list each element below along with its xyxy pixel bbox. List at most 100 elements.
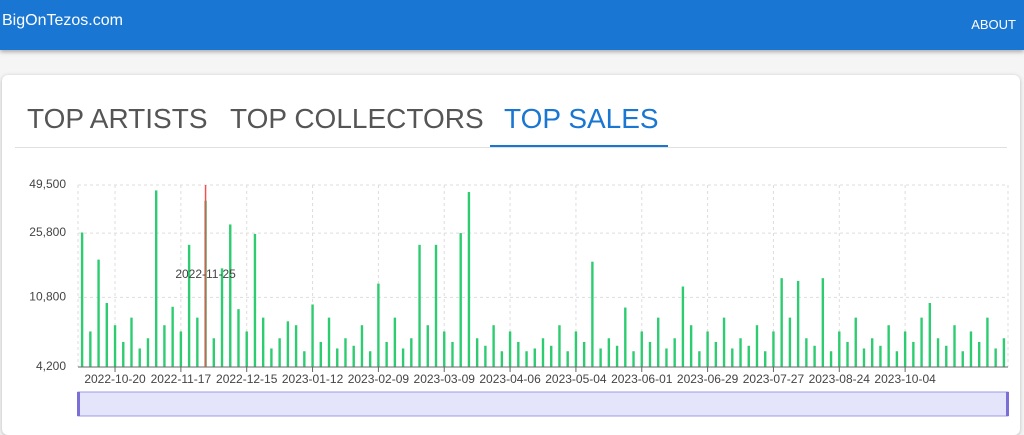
bar <box>764 351 767 367</box>
bar <box>294 325 298 367</box>
x-tick-label: 2022-12-15 <box>216 372 278 386</box>
bar <box>418 244 421 367</box>
bar <box>689 325 693 367</box>
bar <box>969 331 973 367</box>
navigator-handle[interactable] <box>1006 392 1009 416</box>
bar <box>846 341 849 367</box>
x-tick-label: 2023-01-12 <box>282 372 344 386</box>
bar <box>599 348 602 367</box>
bar <box>500 351 504 367</box>
bar <box>1002 338 1006 367</box>
bar <box>648 341 652 367</box>
x-tick-label: 2023-08-24 <box>809 372 871 386</box>
bar <box>665 348 668 367</box>
crosshair-label: 2022-11-25 <box>175 267 236 281</box>
bar <box>624 307 627 367</box>
bar <box>426 325 429 367</box>
bar <box>788 317 792 367</box>
bar <box>566 351 569 367</box>
bar <box>220 268 224 367</box>
x-tick-label: 2023-05-04 <box>545 372 607 386</box>
bar <box>854 317 857 367</box>
bar <box>508 331 512 367</box>
bar <box>829 351 833 367</box>
bar <box>574 331 578 367</box>
x-tick-label: 2023-10-04 <box>874 372 936 386</box>
bar <box>903 331 907 367</box>
about-link[interactable]: ABOUT <box>971 17 1016 32</box>
bar <box>772 331 775 367</box>
bar <box>154 190 158 367</box>
bar <box>821 278 825 367</box>
bar <box>451 341 454 367</box>
bar <box>591 261 594 367</box>
bar <box>122 341 125 367</box>
bar <box>278 338 281 367</box>
bar <box>163 325 166 367</box>
bar <box>393 317 397 367</box>
bar <box>229 224 232 367</box>
bar <box>887 325 890 367</box>
bar <box>657 317 660 367</box>
bar <box>385 341 388 367</box>
bar <box>434 244 438 367</box>
tab[interactable]: TOP ARTISTS <box>27 103 208 134</box>
bar <box>459 233 462 367</box>
bar <box>327 317 331 367</box>
bar <box>994 348 997 367</box>
bar <box>936 338 940 367</box>
divider <box>15 147 1007 148</box>
bar <box>261 317 265 367</box>
x-tick-label: 2023-04-06 <box>479 372 541 386</box>
bar <box>928 302 932 367</box>
bar <box>492 325 495 367</box>
bar <box>196 317 199 367</box>
bar <box>253 233 257 367</box>
bar <box>796 280 800 367</box>
bar <box>706 331 709 367</box>
bar <box>541 338 545 367</box>
bar <box>484 345 487 367</box>
navigator[interactable] <box>77 391 1009 417</box>
bar <box>303 351 306 367</box>
bar <box>871 338 874 367</box>
bar <box>475 338 479 367</box>
bar <box>558 325 561 367</box>
bar <box>714 341 718 367</box>
chart: 4,200 10,800 25,800 49,500 2022-10-20 2022-11… <box>29 177 1009 417</box>
x-tick-label: 2023-06-01 <box>611 372 673 386</box>
bar <box>401 348 405 367</box>
bar <box>780 278 783 367</box>
bar <box>525 351 528 367</box>
bar <box>286 321 290 367</box>
bar <box>344 338 347 367</box>
bar <box>607 338 611 367</box>
bar <box>722 317 726 367</box>
bar <box>179 331 183 367</box>
bar <box>986 317 989 367</box>
site-name[interactable]: BigOnTezos.com <box>2 12 123 29</box>
bar <box>443 331 446 367</box>
bar <box>187 244 191 367</box>
bar <box>895 351 899 367</box>
x-tick-label: 2022-10-20 <box>84 372 146 386</box>
bar <box>755 325 759 367</box>
y-tick-label: 4,200 <box>36 359 66 373</box>
bar <box>212 338 215 367</box>
bar <box>945 345 948 367</box>
tab-active[interactable]: TOP SALES <box>504 103 659 134</box>
bar <box>377 283 380 367</box>
bar <box>615 345 619 367</box>
y-tick-label: 25,800 <box>29 225 66 239</box>
navigator-handle[interactable] <box>77 392 80 416</box>
y-tick-label: 10,800 <box>29 289 66 303</box>
page: BigOnTezos.com ABOUT TOP ARTISTS TOP COL… <box>0 0 1024 417</box>
bar <box>410 338 413 367</box>
bar <box>862 348 866 367</box>
tab[interactable]: TOP COLLECTORS <box>230 103 484 134</box>
bar <box>245 331 248 367</box>
bar <box>171 306 174 367</box>
bar <box>920 317 923 367</box>
bar <box>80 232 84 367</box>
bar <box>336 348 339 367</box>
